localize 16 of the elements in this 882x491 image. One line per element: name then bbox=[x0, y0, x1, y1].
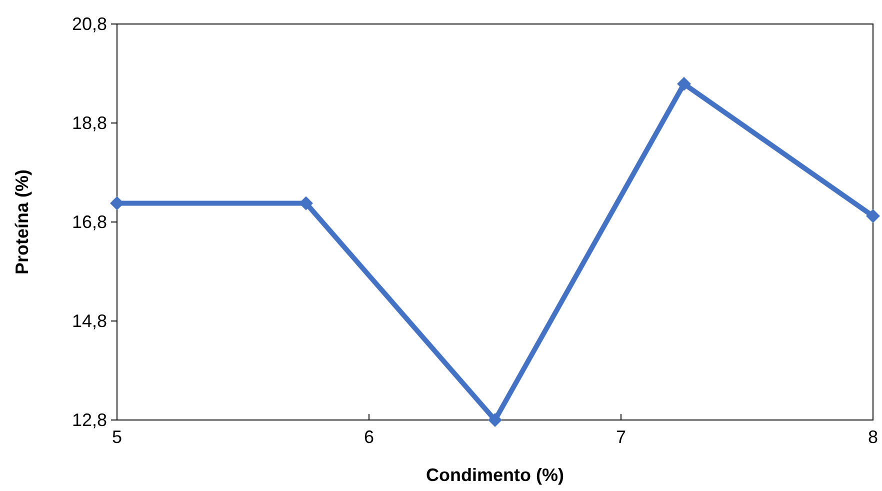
y-tick-label: 12,8 bbox=[72, 410, 107, 430]
point bbox=[677, 76, 691, 91]
y-tick-label: 14,8 bbox=[72, 311, 107, 331]
point bbox=[488, 413, 502, 427]
x-tick-label: 7 bbox=[616, 427, 626, 447]
x-tick-label: 8 bbox=[868, 427, 878, 447]
x-axis-title: Condimento (%) bbox=[426, 465, 564, 485]
y-tick-label: 18,8 bbox=[72, 113, 107, 133]
y-axis-title: Proteína (%) bbox=[12, 169, 32, 275]
y-tick-label: 20,8 bbox=[72, 14, 107, 34]
point bbox=[866, 209, 880, 224]
point bbox=[299, 196, 313, 210]
x-tick-label: 6 bbox=[364, 427, 374, 447]
x-tick-label: 5 bbox=[112, 427, 122, 447]
y-tick-label: 16,8 bbox=[72, 212, 107, 232]
point bbox=[110, 196, 124, 210]
